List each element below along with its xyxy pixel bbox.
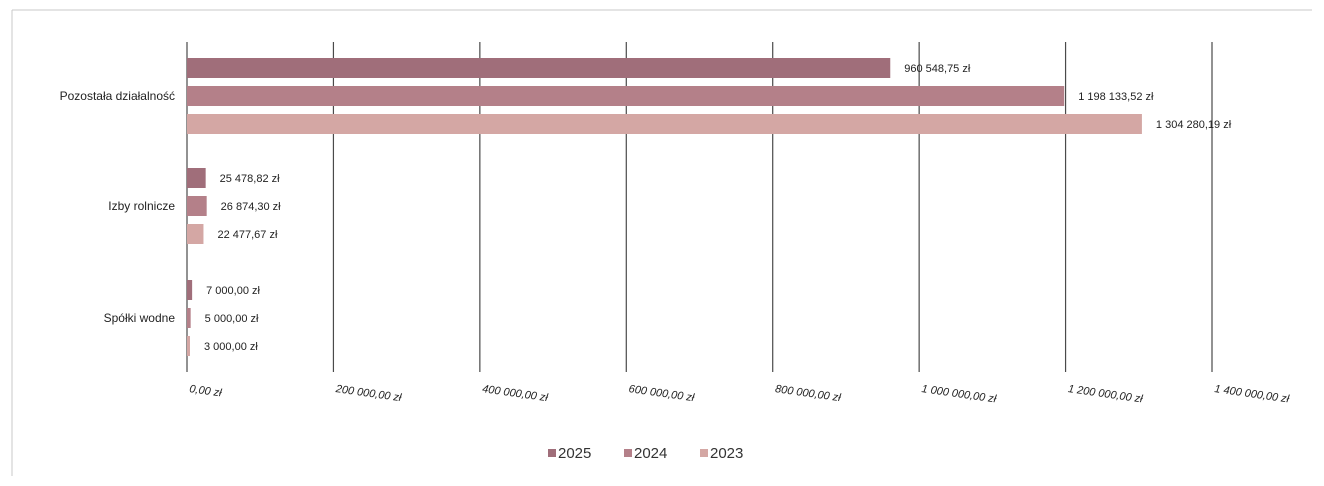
chart-frame xyxy=(11,9,1312,476)
data-label: 1 304 280,19 zł xyxy=(1156,119,1232,131)
x-tick-label: 1 400 000,00 zł xyxy=(1214,383,1291,405)
category-label: Spółki wodne xyxy=(104,311,176,325)
bar xyxy=(187,86,1065,106)
data-labels: 960 548,75 zł 25 478,82 zł 7 000,00 zł 1 19… xyxy=(204,63,1232,353)
legend: 2025 2024 2023 xyxy=(548,445,743,462)
data-label: 1 198 133,52 zł xyxy=(1078,91,1154,103)
data-label: 26 874,30 zł xyxy=(221,201,281,213)
x-tick-label: 600 000,00 zł xyxy=(628,383,696,404)
data-label: 7 000,00 zł xyxy=(206,285,260,297)
data-label: 3 000,00 zł xyxy=(204,341,258,353)
x-tick-label: 1 000 000,00 zł xyxy=(921,383,998,405)
bar xyxy=(187,168,206,188)
legend-entry: 2023 xyxy=(710,445,743,462)
bar xyxy=(187,280,193,300)
legend-swatch xyxy=(700,449,708,457)
bars xyxy=(187,58,1142,356)
data-label: 25 478,82 zł xyxy=(220,173,280,185)
legend-swatch xyxy=(548,449,556,457)
category-label: Pozostała działalność xyxy=(60,89,175,103)
bar xyxy=(187,336,190,356)
legend-entry: 2024 xyxy=(634,445,667,462)
data-label: 22 477,67 zł xyxy=(217,229,277,241)
x-tick-label: 400 000,00 zł xyxy=(481,383,549,404)
x-tick-label: 200 000,00 zł xyxy=(334,383,403,404)
x-tick-label: 1 200 000,00 zł xyxy=(1067,383,1144,405)
category-label: Izby rolnicze xyxy=(108,199,175,213)
category-labels: Pozostała działalność Izby rolnicze Spółki… xyxy=(60,89,176,325)
bar xyxy=(187,196,207,216)
bar xyxy=(187,114,1142,134)
bar xyxy=(187,308,191,328)
bar xyxy=(187,224,204,244)
data-label: 960 548,75 zł xyxy=(904,63,971,75)
x-tick-label: 0,00 zł xyxy=(189,383,223,399)
data-label: 5 000,00 zł xyxy=(205,313,259,325)
legend-entry: 2025 xyxy=(558,445,591,462)
legend-swatch xyxy=(624,449,632,457)
bar xyxy=(187,58,891,78)
x-axis-tick-labels: 0,00 zł 200 000,00 zł 400 000,00 zł 600 000… xyxy=(189,383,1291,406)
x-tick-label: 800 000,00 zł xyxy=(774,383,842,404)
